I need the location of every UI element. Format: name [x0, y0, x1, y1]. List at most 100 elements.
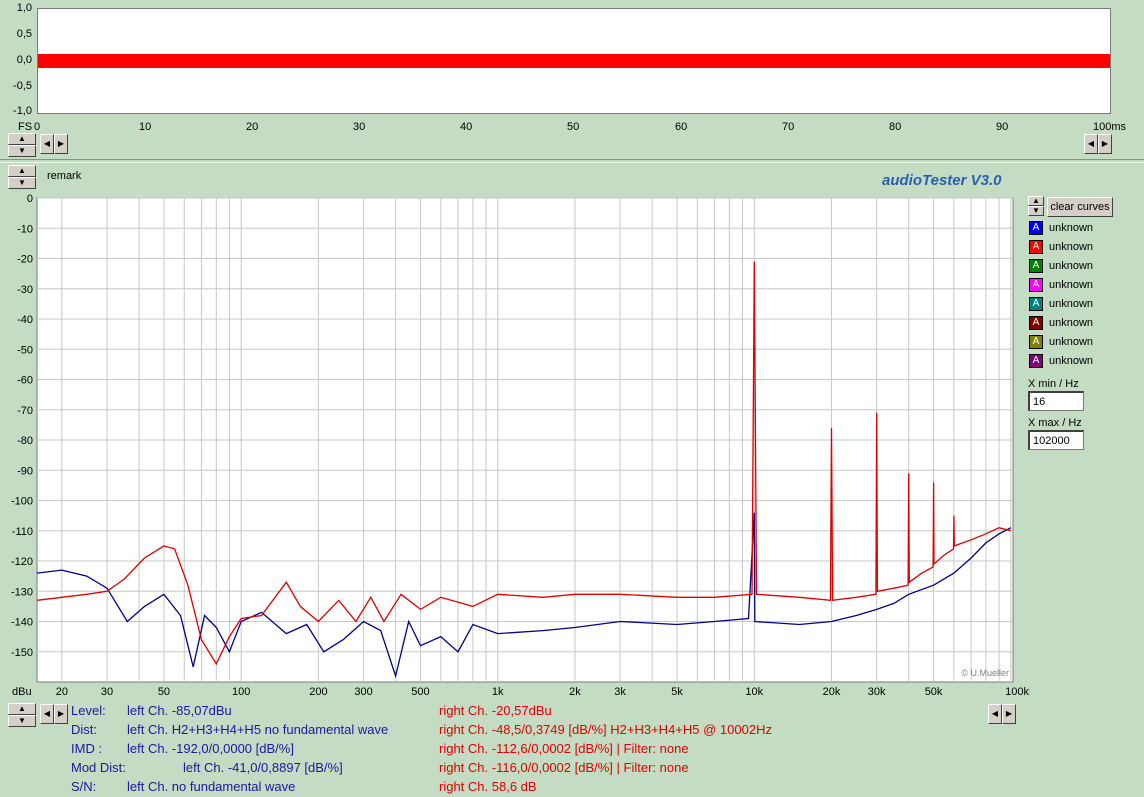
y-tick-label: -150	[11, 647, 33, 659]
x-tick-label: 100kHz	[1005, 686, 1030, 698]
x-tick-label: 20k	[823, 686, 841, 698]
y-tick-label: 0	[27, 193, 33, 205]
legend-label: unknown	[1049, 259, 1094, 272]
y-tick-label: -30	[17, 284, 33, 296]
y-tick-label: -130	[11, 586, 33, 598]
level-left: left Ch. -85,07dBu	[127, 703, 232, 718]
scope-x-tick: 70	[782, 121, 795, 133]
curve-color-icon[interactable]: A	[1029, 239, 1043, 254]
spectrum-level-spinner[interactable]: ▲ ▼	[8, 703, 36, 727]
y-tick-label: -120	[11, 556, 33, 568]
x-tick-label: 2k	[569, 686, 581, 698]
y-tick-label: -110	[12, 526, 33, 538]
clear-curves-button[interactable]: clear curves	[1047, 197, 1113, 217]
x-tick-label: 30	[101, 686, 113, 698]
curve-color-icon[interactable]: A	[1029, 258, 1043, 273]
arrow-right-icon[interactable]: ▶	[1098, 134, 1112, 154]
x-tick-label: 1k	[492, 686, 504, 698]
scope-x-tick: 0	[34, 121, 41, 133]
sn-right: right Ch. 58,6 dB	[439, 779, 537, 794]
arrow-left-icon[interactable]: ◀	[1084, 134, 1098, 154]
scope-panel: 1,0 0,5 0,0 -0,5 -1,0 FS 0 10 20 30 40 5…	[0, 0, 1144, 160]
spinner-down-icon[interactable]: ▼	[8, 177, 36, 189]
arrow-left-icon[interactable]: ◀	[988, 704, 1002, 724]
scope-trace	[38, 54, 1110, 68]
x-tick-label: 3k	[614, 686, 626, 698]
curve-color-icon[interactable]: A	[1029, 353, 1043, 368]
series-line-right	[36, 261, 1011, 666]
curve-color-icon[interactable]: A	[1029, 334, 1043, 349]
arrow-right-icon[interactable]: ▶	[54, 134, 68, 154]
spectrum-right-scroll[interactable]: ◀ ▶	[988, 704, 1016, 724]
scope-x-tick: 50	[567, 121, 580, 133]
scope-x-tick: 80	[889, 121, 902, 133]
y-tick-label: -90	[17, 465, 33, 477]
scope-y-tick: 0,0	[16, 54, 32, 66]
arrow-right-icon[interactable]: ▶	[54, 704, 68, 724]
app-title: audioTester V3.0	[882, 172, 1002, 189]
arrow-left-icon[interactable]: ◀	[40, 704, 54, 724]
copyright-text: © U.Mueller	[961, 668, 1009, 678]
y-tick-label: -10	[17, 223, 33, 235]
scope-amplitude-spinner[interactable]: ▲ ▼	[8, 133, 36, 157]
legend-label: unknown	[1049, 240, 1094, 253]
y-tick-label: -60	[17, 375, 33, 387]
remark-spinner[interactable]: ▲ ▼	[8, 165, 36, 189]
scope-x-tick: 90	[996, 121, 1009, 133]
spinner-up-icon[interactable]: ▲	[8, 703, 36, 715]
mod-dist-right: right Ch. -116,0/0,0002 [dB/%] | Filter:…	[439, 760, 689, 775]
sn-label: S/N:	[71, 779, 97, 794]
x-tick-label: 10k	[745, 686, 763, 698]
spinner-up-icon[interactable]: ▲	[1028, 196, 1044, 206]
spinner-down-icon[interactable]: ▼	[8, 145, 36, 157]
y-tick-label: -40	[17, 314, 33, 326]
legend-label: unknown	[1049, 221, 1094, 234]
arrow-left-icon[interactable]: ◀	[40, 134, 54, 154]
x-tick-label: 500	[411, 686, 429, 698]
curve-color-icon[interactable]: A	[1029, 277, 1043, 292]
spinner-down-icon[interactable]: ▼	[8, 715, 36, 727]
spinner-down-icon[interactable]: ▼	[1028, 206, 1044, 216]
scope-x-tick: 40	[460, 121, 473, 133]
spinner-up-icon[interactable]: ▲	[8, 165, 36, 177]
curve-color-icon[interactable]: A	[1029, 296, 1043, 311]
scope-x-tick: 60	[675, 121, 688, 133]
x-tick-label: 50k	[925, 686, 943, 698]
x-tick-label: 20	[56, 686, 68, 698]
spectrum-left-scroll[interactable]: ◀ ▶	[40, 704, 68, 724]
x-tick-label: 5k	[671, 686, 683, 698]
curve-color-icon[interactable]: A	[1029, 220, 1043, 235]
scope-right-scroll[interactable]: ◀ ▶	[1084, 134, 1112, 154]
arrow-right-icon[interactable]: ▶	[1002, 704, 1016, 724]
imd-right: right Ch. -112,6/0,0002 [dB/%] | Filter:…	[439, 741, 689, 756]
scope-x-tick: 30	[353, 121, 366, 133]
scope-x-tick: 20	[246, 121, 259, 133]
scope-left-scroll[interactable]: ◀ ▶	[40, 134, 68, 154]
imd-left: left Ch. -192,0/0,0000 [dB/%]	[127, 741, 294, 756]
xmax-input[interactable]	[1028, 430, 1084, 450]
xmin-input[interactable]	[1028, 391, 1084, 411]
level-label: Level:	[71, 703, 106, 718]
y-tick-label: -80	[17, 435, 33, 447]
dist-left: left Ch. H2+H3+H4+H5 no fundamental wave	[127, 722, 389, 737]
scope-y-tick: 0,5	[16, 28, 32, 40]
series-line-left	[36, 512, 1012, 679]
dist-right: right Ch. -48,5/0,3749 [dB/%] H2+H3+H4+H…	[439, 722, 772, 737]
legend-spinner[interactable]: ▲ ▼	[1028, 196, 1044, 220]
spectrum-chart: 0 -10 -20 -30 -40 -50 -60 -70 -80 -90 -100 -110 -120…	[11, 193, 1030, 698]
scope-plot	[37, 8, 1111, 114]
curve-color-icon[interactable]: A	[1029, 315, 1043, 330]
imd-label: IMD :	[71, 741, 103, 756]
x-tick-label: 100	[232, 686, 250, 698]
spinner-up-icon[interactable]: ▲	[8, 133, 36, 145]
level-right: right Ch. -20,57dBu	[439, 703, 552, 718]
